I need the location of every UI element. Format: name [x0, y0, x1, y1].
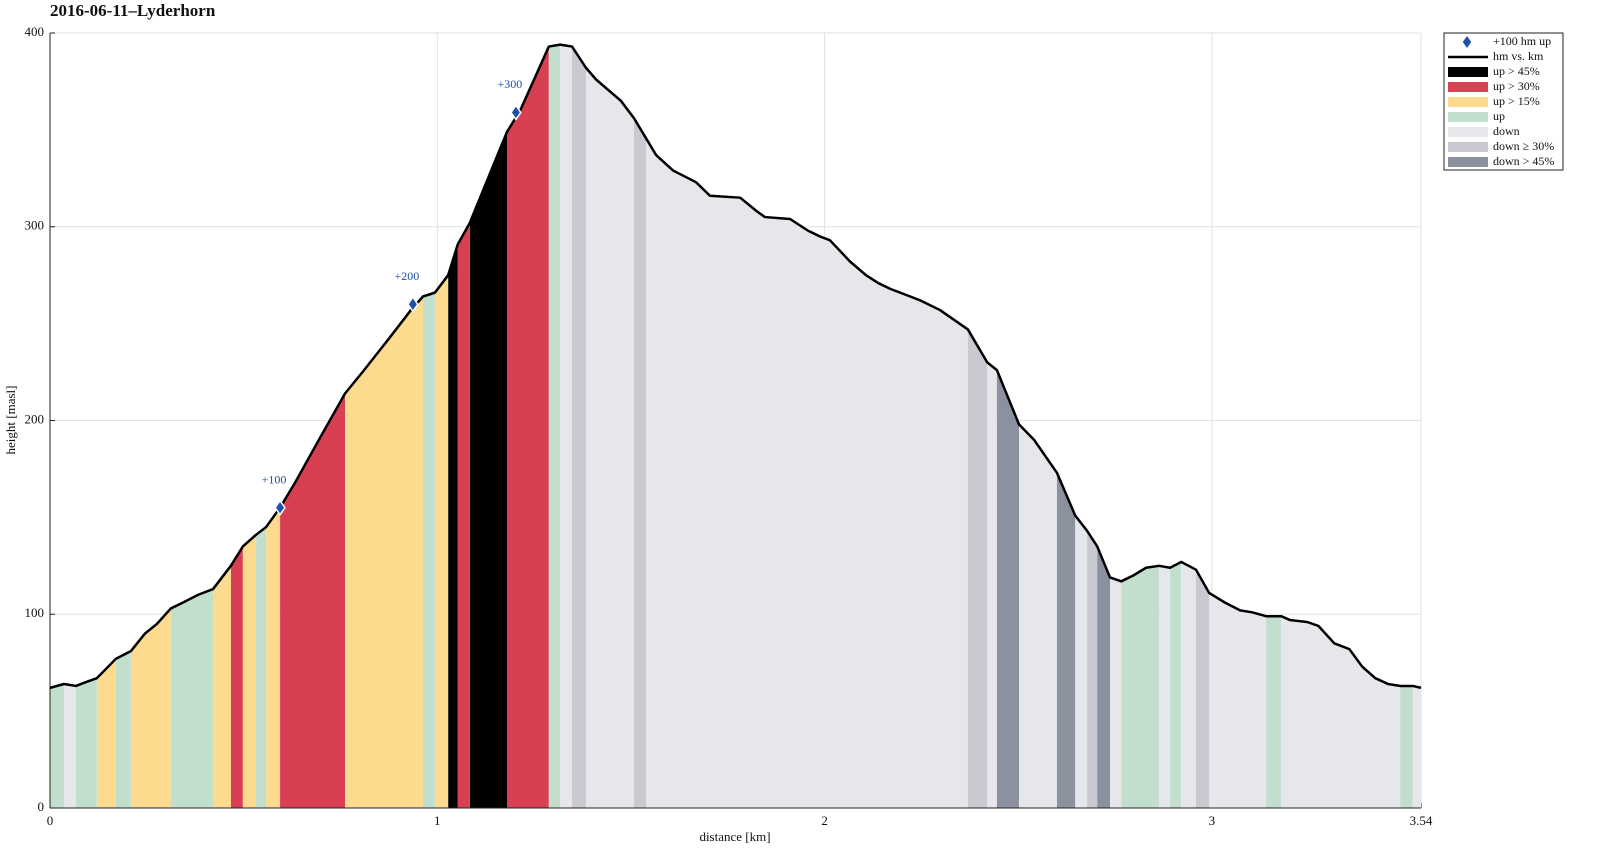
- slope-band: [586, 67, 635, 808]
- slope-band: [996, 370, 1019, 808]
- legend-label: down: [1493, 124, 1520, 138]
- slope-band: [50, 684, 64, 808]
- profile-line: [49, 43, 1422, 690]
- legend-label: +100 hm up: [1493, 34, 1551, 48]
- slope-band: [1281, 616, 1401, 808]
- slope-band: [63, 684, 76, 808]
- slope-band: [1110, 577, 1122, 808]
- slope-band: [1400, 685, 1413, 808]
- slope-band: [1159, 565, 1171, 808]
- x-tick-label: 1: [434, 813, 441, 828]
- legend-swatch: [1448, 112, 1488, 122]
- slope-band: [242, 534, 257, 808]
- legend-swatch: [1448, 67, 1488, 77]
- legend-label: hm vs. km: [1493, 49, 1544, 63]
- x-tick-label: 2: [821, 813, 828, 828]
- slope-band: [266, 507, 281, 808]
- marker: [274, 499, 286, 516]
- slope-band: [75, 678, 97, 808]
- legend-swatch: [1448, 82, 1488, 92]
- slope-band: [507, 46, 549, 808]
- legend-swatch: [1448, 142, 1488, 152]
- slope-band: [1121, 565, 1160, 808]
- slope-band: [1209, 592, 1267, 808]
- slope-band: [213, 565, 231, 808]
- legend-marker: [1462, 36, 1472, 48]
- slope-band: [1266, 616, 1282, 808]
- marker-label: +200: [394, 269, 419, 283]
- marker: [407, 295, 419, 313]
- legend-label: down ≥ 30%: [1493, 139, 1554, 153]
- y-tick-label: 300: [25, 218, 45, 233]
- y-tick-label: 400: [25, 24, 45, 39]
- legend-label: up > 30%: [1493, 79, 1540, 93]
- slope-band: [130, 608, 171, 808]
- slope-band: [448, 244, 458, 808]
- slope-band: [345, 296, 423, 808]
- marker-label: +300: [498, 77, 523, 91]
- slope-band: [987, 362, 997, 808]
- legend-label: up: [1493, 109, 1505, 123]
- slope-band: [1087, 530, 1098, 808]
- slope-band: [230, 546, 243, 808]
- slope-band: [1075, 515, 1088, 808]
- legend-label: up > 45%: [1493, 64, 1540, 78]
- slope-band: [280, 393, 346, 808]
- legend-swatch: [1448, 127, 1488, 137]
- slope-band: [1170, 561, 1182, 808]
- slope-band: [572, 46, 587, 808]
- y-tick-label: 100: [25, 605, 45, 620]
- slope-band: [434, 275, 449, 808]
- slope-band: [646, 138, 968, 809]
- slope-band: [548, 44, 561, 808]
- marker: [510, 104, 522, 121]
- marker-label: +100: [262, 472, 287, 486]
- legend-label: up > 15%: [1493, 94, 1540, 108]
- legend-swatch: [1448, 157, 1488, 167]
- slope-band: [96, 658, 116, 808]
- slope-band: [967, 329, 988, 808]
- slope-band: [170, 589, 214, 808]
- y-tick-label: 0: [38, 799, 45, 814]
- slope-band: [1181, 561, 1196, 808]
- slope-band: [560, 44, 573, 808]
- slope-band: [1056, 472, 1076, 808]
- slope-band: [256, 527, 267, 808]
- legend-swatch: [1448, 97, 1488, 107]
- slope-band: [469, 131, 507, 808]
- slope-band: [1018, 424, 1057, 808]
- x-tick-label: 0: [47, 813, 54, 828]
- x-tick-label: 3: [1209, 813, 1216, 828]
- x-axis-label: distance [km]: [699, 829, 770, 844]
- slope-band: [115, 651, 131, 808]
- y-tick-label: 200: [25, 411, 45, 426]
- slope-band: [422, 292, 435, 808]
- slope-band: [1195, 569, 1210, 808]
- legend-label: down > 45%: [1493, 154, 1554, 168]
- slope-band: [1097, 546, 1111, 808]
- slope-band: [457, 222, 470, 808]
- slope-band: [634, 118, 647, 808]
- slope-band: [1412, 685, 1421, 808]
- x-tick-label: 3.54: [1410, 813, 1433, 828]
- y-axis-label: height [masl]: [3, 386, 18, 455]
- chart-title: 2016-06-11–Lyderhorn: [50, 1, 216, 20]
